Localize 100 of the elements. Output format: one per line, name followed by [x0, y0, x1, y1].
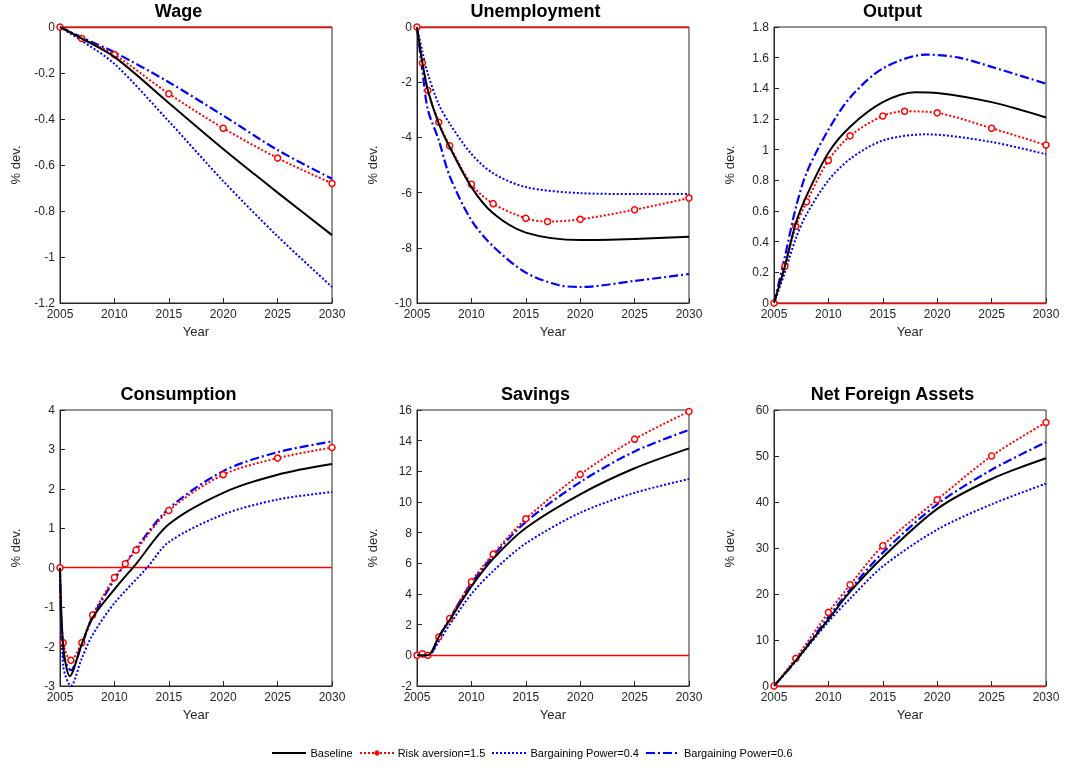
chart-title: Output: [863, 1, 922, 21]
y-tick-label: 14: [398, 433, 413, 448]
x-axis-title: Year: [182, 323, 210, 339]
y-tick-label: 8: [405, 525, 413, 540]
x-tick-label: 2015: [512, 307, 540, 321]
y-tick-label: -0.8: [34, 204, 56, 218]
x-tick-label: 2015: [155, 307, 183, 321]
y-tick-label: 3: [48, 442, 56, 457]
x-tick-label: 2020: [209, 690, 237, 704]
x-tick-label: 2015: [869, 690, 897, 704]
y-tick-label: 1: [48, 521, 56, 536]
x-axis-title: Year: [539, 706, 567, 722]
y-tick-label: 1.2: [752, 112, 770, 126]
y-tick-label: 20: [755, 587, 770, 601]
y-tick-label: 0: [405, 648, 413, 663]
y-tick-label: 0: [48, 560, 56, 575]
y-tick-label: 50: [755, 449, 770, 463]
y-tick-label: 0: [762, 296, 770, 310]
y-tick-label: -1: [44, 600, 56, 615]
y-tick-label: -1.2: [34, 296, 56, 310]
y-tick-label: -2: [401, 679, 413, 693]
y-axis-title: % dev.: [365, 528, 380, 568]
x-axis-title: Year: [182, 706, 210, 722]
y-axis-title: % dev.: [722, 528, 737, 568]
chart-title: Wage: [154, 1, 203, 21]
legend-label: Baseline: [310, 747, 353, 759]
x-tick-label: 2010: [458, 690, 486, 704]
x-tick-label: 2010: [101, 690, 129, 704]
y-tick-label: 10: [755, 633, 770, 647]
x-tick-label: 2030: [318, 307, 346, 321]
y-tick-label: 12: [398, 464, 413, 479]
y-tick-label: -2: [401, 75, 413, 90]
y-tick-label: 1.6: [752, 50, 770, 65]
chart-title: Consumption: [120, 384, 237, 404]
y-tick-label: -4: [401, 130, 413, 145]
y-axis-title: % dev.: [722, 145, 737, 185]
y-tick-label: 0: [405, 20, 413, 34]
x-axis-title: Year: [896, 323, 924, 339]
x-tick-label: 2025: [621, 307, 649, 321]
x-tick-label: 2025: [978, 690, 1006, 704]
x-tick-label: 2025: [978, 307, 1006, 321]
x-tick-label: 2005: [760, 307, 788, 321]
y-tick-label: 1.8: [752, 20, 770, 34]
x-tick-label: 2020: [923, 307, 951, 321]
y-tick-label: 4: [48, 403, 56, 417]
legend-label: Bargaining Power=0.4: [530, 747, 639, 759]
x-tick-label: 2030: [675, 307, 703, 321]
x-tick-label: 2030: [318, 690, 346, 704]
x-tick-label: 2010: [815, 690, 843, 704]
y-tick-label: 30: [755, 541, 770, 555]
x-tick-label: 2010: [458, 307, 486, 321]
chart-title: Unemployment: [470, 1, 601, 21]
x-axis-title: Year: [896, 706, 924, 722]
y-tick-label: 2: [405, 617, 413, 632]
x-tick-label: 2025: [621, 690, 649, 704]
y-axis-title: % dev.: [8, 145, 23, 185]
y-tick-label: -3: [44, 679, 56, 693]
y-tick-label: 0.6: [752, 204, 770, 218]
y-tick-label: 60: [755, 403, 770, 417]
y-tick-label: 0.4: [752, 234, 770, 249]
x-tick-label: 2020: [209, 307, 237, 321]
x-tick-label: 2025: [264, 690, 292, 704]
x-tick-label: 2015: [512, 690, 540, 704]
y-tick-label: -0.2: [34, 66, 56, 80]
x-tick-label: 2030: [675, 690, 703, 704]
x-tick-label: 2005: [403, 690, 431, 704]
y-tick-label: 4: [405, 587, 413, 601]
x-tick-label: 2010: [815, 307, 843, 321]
legend-label: Bargaining Power=0.6: [683, 747, 793, 759]
y-tick-label: 1: [762, 142, 770, 157]
x-tick-label: 2025: [264, 307, 292, 321]
y-tick-label: 0: [762, 679, 770, 693]
x-tick-label: 2020: [923, 690, 951, 704]
y-tick-label: -2: [44, 639, 56, 654]
y-tick-label: -0.4: [34, 112, 56, 126]
legend-label: Risk aversion=1.5: [397, 747, 486, 759]
y-tick-label: -10: [394, 296, 413, 310]
y-tick-label: 0: [48, 20, 56, 34]
x-tick-label: 2005: [46, 307, 74, 321]
x-tick-label: 2015: [869, 307, 897, 321]
x-tick-label: 2015: [155, 690, 183, 704]
y-tick-label: 6: [405, 556, 413, 571]
x-tick-label: 2020: [566, 307, 594, 321]
y-tick-label: 0.8: [752, 173, 770, 188]
y-tick-label: 0.2: [752, 265, 770, 280]
y-tick-label: -8: [401, 240, 413, 255]
y-tick-label: -1: [44, 250, 56, 264]
y-tick-label: 1.4: [752, 81, 770, 96]
x-tick-label: 2005: [403, 307, 431, 321]
x-tick-label: 2030: [1032, 307, 1060, 321]
y-axis-title: % dev.: [8, 528, 23, 568]
y-axis-title: % dev.: [365, 145, 380, 185]
y-tick-label: -0.6: [34, 158, 56, 172]
x-tick-label: 2020: [566, 690, 594, 704]
x-axis-title: Year: [539, 323, 567, 339]
chart-title: Savings: [500, 384, 571, 404]
x-tick-label: 2010: [101, 307, 129, 321]
y-tick-label: 10: [398, 495, 413, 509]
y-tick-label: 40: [755, 495, 770, 509]
x-tick-label: 2030: [1032, 690, 1060, 704]
